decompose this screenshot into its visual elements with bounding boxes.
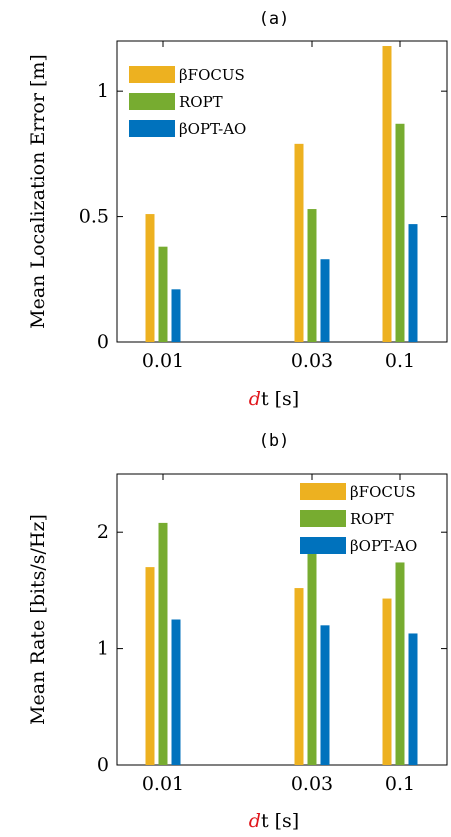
- chart2-bar-1: [382, 598, 392, 765]
- chart1-x-tick-label: 0.1: [385, 350, 415, 372]
- chart2-legend-label: βFOCUS: [350, 483, 416, 501]
- chart1-bar-1: [145, 214, 155, 342]
- chart1-bar-3: [320, 259, 330, 342]
- chart1-y-tick-label: 0: [97, 331, 109, 353]
- chart1-plot-frame: [116, 40, 448, 343]
- chart2-legend-label: ROPT: [350, 510, 394, 528]
- chart2-bar-2: [158, 522, 168, 765]
- chart1-legend-swatch: [129, 93, 175, 110]
- chart1-bar-1: [294, 143, 304, 342]
- chart2-legend: βFOCUS ROPT βOPT-AO: [300, 483, 417, 555]
- chart2-y-axis-label: Mean Rate [bits/s/Hz]: [27, 514, 49, 725]
- chart1-legend: βFOCUS ROPT βOPT-AO: [129, 66, 246, 138]
- chart1-x-axis-label-rest: t [s]: [261, 388, 299, 410]
- chart2-y-tick-label: 1: [97, 638, 109, 660]
- chart-b: (b) 0 1 2 0.01 0.03 0.1 βFOCUS ROPT βOPT-AO Mean R…: [27, 431, 448, 832]
- chart2-x-tick-label: 0.03: [291, 773, 333, 795]
- chart2-bar-3: [408, 633, 418, 765]
- chart2-legend-label: βOPT-AO: [350, 537, 417, 555]
- chart1-title: (a): [259, 9, 290, 29]
- chart2-y-tick-label: 0: [97, 754, 109, 776]
- chart2-bar-2: [307, 546, 317, 765]
- chart2-legend-swatch: [300, 537, 346, 554]
- chart1-bar-1: [382, 46, 392, 343]
- chart1-y-tick-label: 0.5: [79, 206, 109, 228]
- chart1-y-tick-label: 1: [97, 80, 109, 102]
- chart2-title: (b): [259, 431, 290, 451]
- chart1-bar-2: [158, 246, 168, 342]
- chart1-bar-2: [395, 123, 405, 343]
- chart1-legend-label: βOPT-AO: [179, 120, 246, 138]
- chart1-x-axis-label: dt [s]: [249, 388, 299, 410]
- chart2-x-tick-label: 0.1: [385, 773, 415, 795]
- chart1-legend-swatch: [129, 66, 175, 83]
- chart2-bar-3: [320, 625, 330, 765]
- chart2-bar-3: [171, 619, 181, 765]
- chart1-bar-2: [307, 209, 317, 342]
- chart2-legend-swatch: [300, 510, 346, 527]
- chart2-plot-frame: [116, 473, 448, 766]
- chart2-x-axis-label: dt [s]: [249, 810, 299, 832]
- chart2-bar-1: [294, 588, 304, 765]
- chart1-x-tick-label: 0.03: [291, 350, 333, 372]
- chart1-y-axis-label: Mean Localization Error [m]: [27, 54, 49, 329]
- chart-a: (a) 0 0.5 1 0.01 0.03 0.1 βFOCUS ROPT βOPT-AO Mean…: [27, 9, 448, 410]
- chart2-x-axis-label-rest: t [s]: [261, 810, 299, 832]
- chart2-y-tick-label: 2: [97, 521, 109, 543]
- chart2-legend-swatch: [300, 483, 346, 500]
- chart2-x-axis-label-highlight: d: [249, 810, 261, 832]
- chart1-legend-swatch: [129, 120, 175, 137]
- chart1-x-axis-label-highlight: d: [249, 388, 261, 410]
- chart2-x-tick-label: 0.01: [142, 773, 184, 795]
- chart2-bar-1: [145, 567, 155, 765]
- chart1-bar-3: [408, 224, 418, 342]
- chart2-bar-2: [395, 562, 405, 765]
- chart1-x-tick-label: 0.01: [142, 350, 184, 372]
- chart1-legend-label: ROPT: [179, 93, 223, 111]
- chart1-legend-label: βFOCUS: [179, 66, 245, 84]
- chart1-bar-3: [171, 289, 181, 342]
